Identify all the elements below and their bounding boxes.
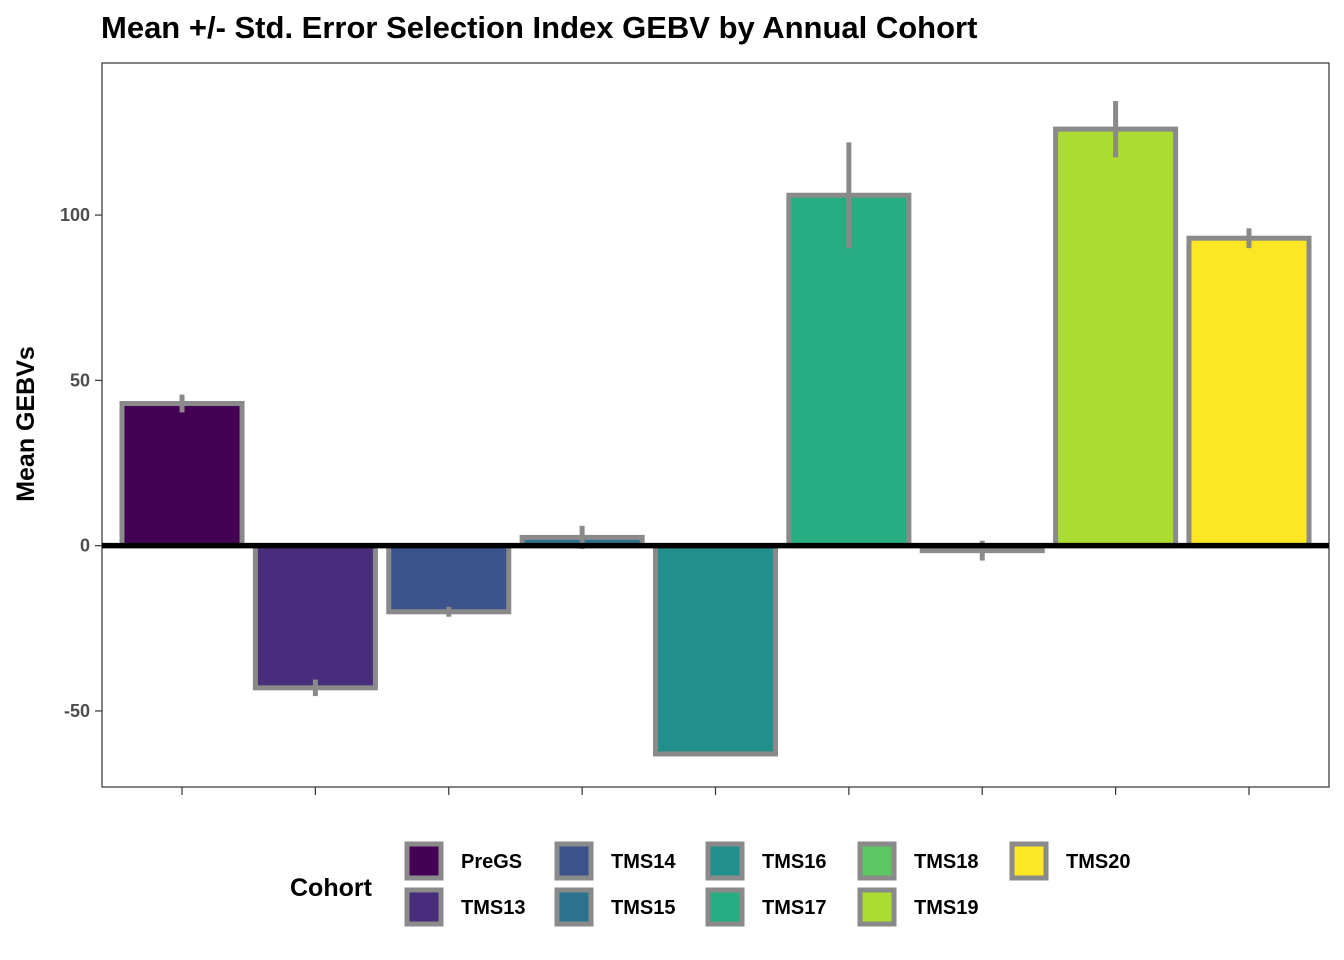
bar-tms20 — [1186, 235, 1312, 549]
bar-tms16 — [652, 543, 779, 757]
legend-key-tms16 — [705, 841, 745, 881]
bar-tms19 — [1053, 126, 1179, 549]
legend-label-tms17: TMS17 — [762, 897, 826, 919]
legend-label-tms14: TMS14 — [611, 851, 676, 873]
legend-key-tms13 — [404, 887, 444, 927]
legend-key-tms18 — [857, 841, 897, 881]
y-tick-label: 100 — [60, 205, 90, 225]
y-tick-label: -50 — [64, 701, 90, 721]
legend-key-tms20 — [1009, 841, 1049, 881]
bar-tms13 — [252, 543, 378, 691]
legend-label-tms16: TMS16 — [762, 851, 826, 873]
bar-pregs — [119, 401, 245, 549]
legend-key-tms15 — [554, 887, 594, 927]
bar-tms14 — [386, 543, 512, 615]
legend: Cohort PreGS TMS13 TMS14 TMS15 TMS16 TMS17 TMS… — [290, 841, 1130, 927]
legend-label-tms15: TMS15 — [611, 897, 675, 919]
y-tick-label: 50 — [70, 370, 90, 390]
legend-label-tms18: TMS18 — [914, 851, 978, 873]
legend-key-tms14 — [554, 841, 594, 881]
legend-label-tms19: TMS19 — [914, 897, 978, 919]
legend-key-tms19 — [857, 887, 897, 927]
legend-key-pregs — [404, 841, 444, 881]
legend-label-tms20: TMS20 — [1066, 851, 1130, 873]
legend-label-tms13: TMS13 — [461, 897, 525, 919]
y-tick-label: 0 — [80, 536, 90, 556]
chart-title: Mean +/- Std. Error Selection Index GEBV… — [101, 10, 977, 45]
legend-key-tms17 — [705, 887, 745, 927]
legend-title: Cohort — [290, 874, 373, 902]
y-axis-label: Mean GEBVs — [12, 346, 40, 502]
plot-area: -50 0 50 100 — [60, 62, 1330, 795]
legend-label-pregs: PreGS — [461, 851, 522, 873]
